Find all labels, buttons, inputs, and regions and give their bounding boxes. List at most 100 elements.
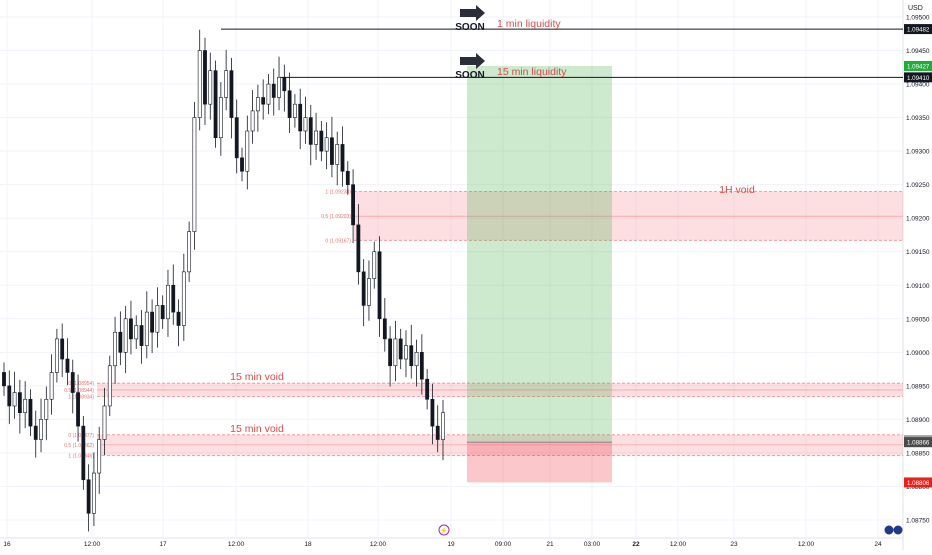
void-zone-fib-label: 1 (1.08934) (68, 395, 94, 401)
x-tick-label: 22 (632, 541, 640, 548)
candle (277, 77, 281, 98)
candle (330, 137, 334, 165)
void-zone-fib-label: 0 (1.09167) (325, 238, 351, 244)
candle (351, 184, 355, 226)
price-label-badge (904, 72, 932, 83)
candle (324, 137, 329, 152)
y-tick-label: 1.09050 (906, 316, 930, 323)
candle (287, 90, 292, 118)
candle (308, 117, 313, 145)
y-tick-label: 1.09150 (906, 249, 930, 256)
void-zone-label: 15 min void (230, 371, 284, 383)
void-zone-fib-label: 0.5 (1.09203) (321, 214, 351, 220)
candle (60, 338, 65, 360)
arrow-right-icon (460, 5, 485, 21)
position-loss-zone[interactable] (467, 442, 612, 483)
logo-icon (884, 525, 894, 535)
x-tick-label: 17 (159, 541, 167, 548)
candle (224, 70, 229, 98)
candle (245, 130, 250, 172)
candle (92, 472, 96, 514)
candle (70, 372, 75, 393)
currency-label: USD (908, 5, 923, 12)
void-zone[interactable] (354, 191, 903, 241)
y-tick-label: 1.08800 (906, 484, 930, 491)
candle (361, 271, 366, 306)
void-zone-fib-label: 0 (1.08877) (68, 433, 94, 439)
void-zone-label: 15 min void (230, 423, 284, 435)
candle (176, 311, 181, 326)
candle (314, 130, 318, 145)
candle (240, 157, 244, 172)
candle (303, 117, 308, 132)
candle (377, 251, 382, 320)
candle (7, 385, 12, 407)
candle (166, 284, 170, 320)
candle (208, 70, 213, 105)
candle (76, 392, 80, 427)
x-tick-label: 24 (874, 541, 882, 548)
candle (118, 331, 123, 353)
candle (345, 170, 350, 185)
candle (293, 103, 297, 118)
candle (335, 144, 340, 165)
lightning-glyph: ⚡ (440, 527, 447, 535)
candle (139, 325, 144, 346)
candle (86, 479, 91, 514)
candle (229, 70, 234, 118)
y-tick-label: 1.09100 (906, 283, 930, 290)
y-tick-label: 1.09400 (906, 82, 930, 89)
candle (393, 338, 398, 367)
candle (266, 83, 271, 105)
void-zone-fib-label: 0 (1.08954) (68, 381, 94, 387)
candle (150, 311, 154, 333)
liquidity-label: 1 min liquidity (497, 18, 561, 30)
candle (409, 345, 414, 367)
candle (367, 278, 371, 306)
candle (155, 305, 160, 333)
position-profit-zone[interactable] (467, 65, 612, 443)
candle (319, 130, 324, 152)
candle (134, 325, 139, 340)
candle (12, 392, 17, 407)
soon-label: SOON (455, 22, 484, 33)
candle (107, 365, 112, 407)
y-tick-label: 1.09000 (906, 350, 930, 357)
lightning-icon[interactable] (438, 524, 450, 536)
x-tick-label: 12:00 (84, 541, 101, 548)
y-tick-label: 1.09200 (906, 216, 930, 223)
candle (144, 311, 149, 346)
soon-label: SOON (455, 70, 484, 81)
void-zone[interactable] (97, 434, 903, 456)
x-tick-label: 12:00 (670, 541, 687, 548)
price-label-badge (904, 437, 932, 448)
void-zone-fib-label: 0.5 (1.08944) (64, 388, 94, 394)
candle (171, 284, 176, 313)
void-zone-fib-label: 1 (1.08846) (68, 454, 94, 460)
candle (97, 439, 102, 474)
x-tick-label: 09:00 (495, 541, 512, 548)
candle (113, 331, 117, 367)
candle (340, 144, 345, 172)
void-zone-fib-label: 0.5 (1.08862) (64, 443, 94, 449)
liquidity-label: 15 min liquidity (497, 66, 567, 78)
candle (181, 271, 186, 326)
candle (65, 358, 70, 373)
candle (54, 338, 59, 373)
candle (218, 97, 223, 139)
candle (203, 50, 207, 105)
y-tick-label: 1.08750 (906, 518, 930, 525)
candle (39, 419, 43, 440)
candle (2, 372, 6, 387)
logo-icon (893, 525, 903, 535)
candle (271, 83, 276, 98)
candle (372, 251, 377, 279)
price-label-text: 1.09410 (907, 75, 930, 82)
candle (425, 378, 430, 400)
candle (28, 398, 33, 427)
arrow-right-icon (460, 53, 485, 69)
y-tick-label: 1.08950 (906, 383, 930, 390)
candle (234, 117, 239, 159)
